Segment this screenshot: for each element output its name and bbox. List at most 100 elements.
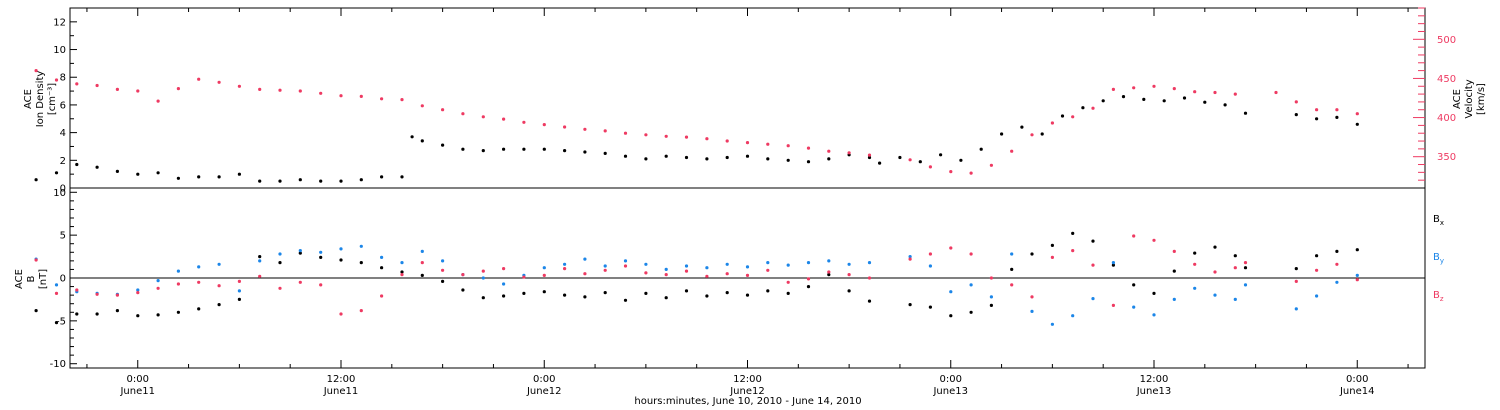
bottom-data-point [684,269,689,273]
x-tick-day-label: June12 [729,386,765,397]
bottom-data-point [237,297,241,301]
top-data-point [725,139,729,143]
ion-density-label-3: [cm⁻³] [47,83,58,115]
bottom-data-point [1152,238,1156,242]
bottom-data-point [522,291,526,295]
bottom-data-point [1193,286,1197,290]
bottom-data-point [583,257,587,261]
bottom-data-point [1071,249,1075,253]
bottom-data-point [1071,231,1075,235]
bottom-data-point [705,274,709,278]
bottom-data-point [1111,303,1115,307]
top-data-point [684,155,689,160]
bottom-data-point [237,279,241,283]
x-tick-time-label: 12:00 [327,374,356,385]
bottom-data-point [827,273,831,277]
top-data-point [664,134,668,138]
bottom-data-point [745,293,750,297]
bottom-data-point [380,294,384,298]
bottom-data-point [664,296,668,300]
top-data-point [1243,111,1248,115]
bottom-data-point [1111,263,1115,267]
top-panel-frame [69,7,1426,189]
top-data-point [1010,149,1014,153]
bottom-data-point [1091,297,1095,301]
top-left-tick-label: 8 [60,73,66,84]
bottom-data-point [1152,313,1156,317]
bottom-data-point [563,267,567,271]
top-left-axis: 0 2 4 6 8 10 12 [53,7,77,195]
top-data-point [563,149,567,153]
top-data-point [806,160,811,164]
bottom-data-point [786,280,790,284]
top-data-point [1193,90,1197,94]
top-data-point [380,97,384,101]
bottom-data-point [1010,267,1014,271]
bottom-data-point [664,273,668,277]
top-data-point [420,139,424,143]
bottom-data-point [217,262,221,266]
top-data-point [623,154,628,158]
bottom-data-point [75,312,79,316]
bottom-data-point [1243,283,1248,287]
bottom-data-point [380,266,384,270]
top-data-point [827,149,831,153]
top-data-point [1121,95,1126,99]
velocity-label-2: Velocity [1464,79,1475,118]
ion-density-label-1: ACE [23,89,34,109]
top-data-point [603,151,607,155]
top-data-point [1152,84,1156,88]
bottom-data-point [644,291,648,295]
bottom-data-point [258,274,262,278]
top-data-point [583,150,587,154]
top-data-point [278,88,282,92]
top-data-point [359,178,363,182]
bottom-data-point [1050,255,1054,259]
bottom-data-point [1355,273,1359,277]
top-data-point [1132,86,1136,90]
bottom-data-point [156,286,160,290]
bottom-data-point [420,261,424,265]
bottom-data-point [684,264,689,268]
bottom-data-point [867,276,872,280]
x-axis: 0:00June1112:00June110:00June1212:00June… [86,8,1409,397]
b-field-label-1: ACE [14,269,25,289]
x-tick-time-label: 12:00 [733,374,762,385]
bottom-data-point [684,289,689,293]
top-data-point [441,143,445,147]
bottom-data-point [989,276,994,280]
bottom-data-point [1243,266,1248,270]
top-data-point [1020,125,1024,129]
bottom-data-point [400,270,404,274]
bottom-data-point [664,267,668,271]
bottom-data-point [217,284,221,288]
bottom-data-point [1335,249,1339,253]
bottom-data-point [441,259,445,263]
x-axis-title: hours:minutes, June 10, 2010 - June 14, … [634,396,861,407]
bottom-data-point [1355,278,1359,282]
bottom-data-point [908,255,912,259]
bottom-left-tick-label: 10 [53,188,66,199]
bottom-data-point [136,314,140,318]
bottom-data-point [786,291,790,295]
bottom-data-point [969,283,973,287]
bottom-data-point [928,264,933,268]
top-data-point [806,146,811,150]
bottom-data-point [1132,305,1136,309]
bottom-data-point [258,255,262,259]
bottom-data-point [34,309,38,313]
bottom-data-point [319,250,323,254]
top-data-point [1213,90,1217,95]
bottom-data-point [502,267,506,271]
bottom-data-point [1315,294,1319,298]
bottom-data-point [806,285,811,289]
top-data-point [918,160,922,164]
bottom-plot-points [34,231,1359,326]
bottom-data-point [1030,252,1034,256]
bottom-data-point [1233,254,1237,258]
bottom-data-point [583,272,587,276]
bottom-data-point [441,279,445,283]
top-data-point [664,154,668,158]
legend-label-bz: Bz [1433,290,1444,303]
